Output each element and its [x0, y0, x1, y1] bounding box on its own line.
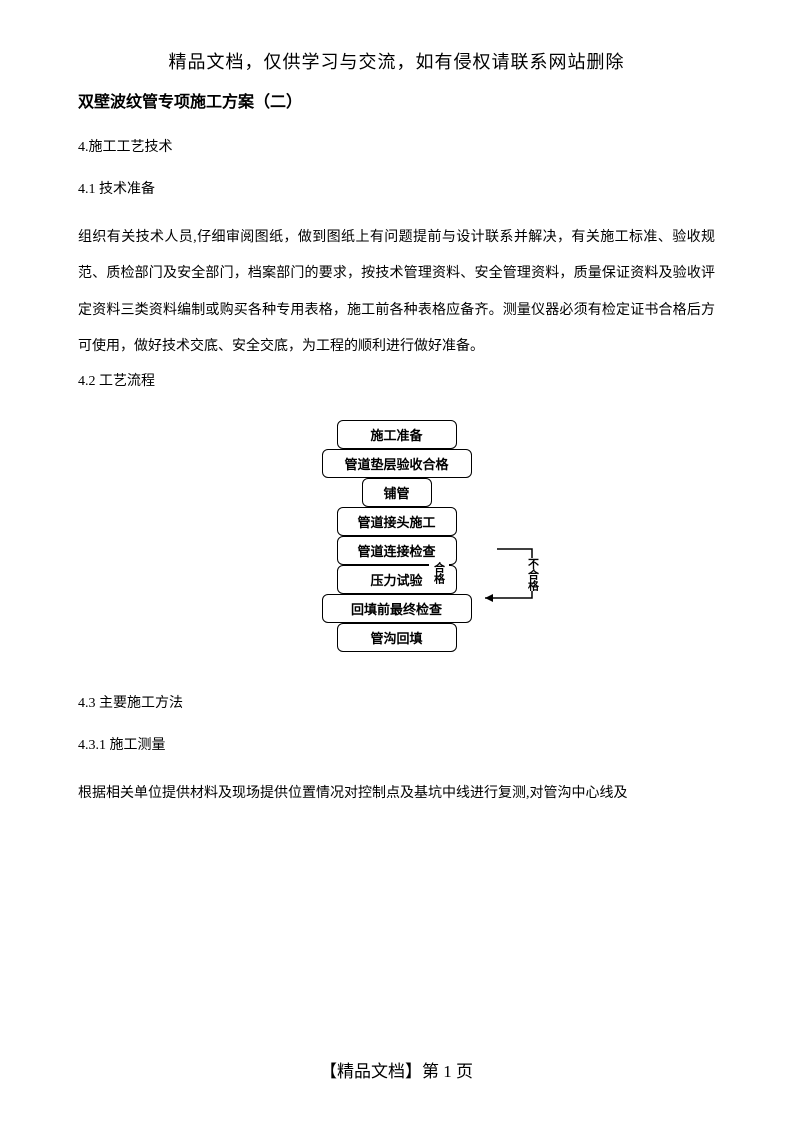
para-4-3-1: 根据相关单位提供材料及现场提供位置情况对控制点及基坑中线进行复测,对管沟中心线及	[78, 776, 715, 812]
section-4: 4.施工工艺技术	[78, 136, 715, 156]
section-4-2: 4.2 工艺流程	[78, 370, 715, 390]
flow-node-4: 管道接头施工	[337, 507, 457, 536]
section-4-3: 4.3 主要施工方法	[78, 692, 715, 712]
flow-node-8: 管沟回填	[337, 623, 457, 652]
doc-title: 双壁波纹管专项施工方案（二）	[78, 88, 715, 112]
edge-pass-label: 合格	[429, 562, 449, 584]
flow-node-3: 铺管	[362, 478, 432, 507]
header-note: 精品文档，仅供学习与交流，如有侵权请联系网站删除	[78, 48, 715, 74]
edge-fail-label: 不合格	[523, 558, 543, 591]
section-4-1: 4.1 技术准备	[78, 178, 715, 198]
section-4-3-1: 4.3.1 施工测量	[78, 734, 715, 754]
flow-loop: 管道连接检查 不合格 合格 压力试验	[337, 536, 457, 594]
flow-node-1: 施工准备	[337, 420, 457, 449]
flowchart: 施工准备 管道垫层验收合格 铺管 管道接头施工 管道连接检查 不合格 合格 压力…	[78, 420, 715, 652]
flow-node-7: 回填前最终检查	[322, 594, 472, 623]
page-footer: 【精品文档】第 1 页	[0, 1057, 793, 1082]
flow-node-2: 管道垫层验收合格	[322, 449, 472, 478]
flow-node-5: 管道连接检查	[337, 536, 457, 565]
para-4-1: 组织有关技术人员,仔细审阅图纸，做到图纸上有问题提前与设计联系并解决，有关施工标…	[78, 220, 715, 366]
